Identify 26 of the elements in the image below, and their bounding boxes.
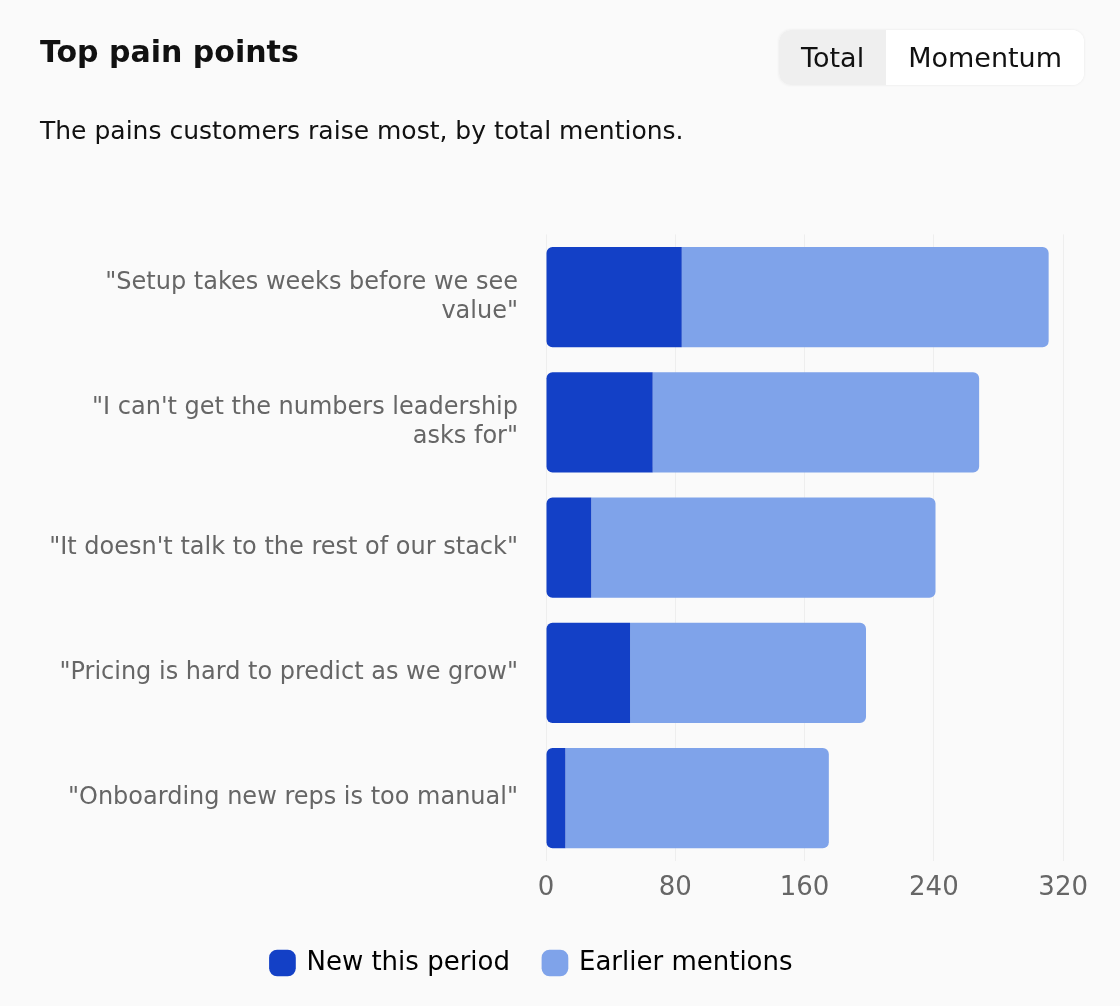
text: Total: [779, 30, 887, 85]
text: Momentum: [886, 30, 1084, 85]
bar: [681, 246, 1049, 348]
chart-subtitle: The pains customers raise most, by total mentions.: [40, 116, 684, 145]
bar: [565, 748, 829, 849]
y-tick-label: "I can't get the numbers leadership asks for": [92, 392, 518, 449]
legend-label: Earlier mentions: [578, 945, 793, 976]
bar: [546, 497, 592, 598]
bar: [546, 748, 566, 849]
y-tick-label: "Pricing is hard to predict as we grow": [59, 657, 518, 686]
x-tick-label: 320: [1038, 871, 1089, 902]
x-tick-label: 80: [658, 871, 692, 902]
y-tick-label: "Setup takes weeks before we see value": [105, 266, 518, 324]
bar: [546, 372, 653, 473]
bar: [630, 622, 867, 723]
bar: [652, 372, 980, 473]
x-tick-label: 240: [909, 871, 959, 902]
bar: [591, 497, 936, 598]
bar: [546, 246, 682, 348]
bar: [546, 622, 631, 723]
x-tick-label: 160: [779, 871, 830, 902]
text: Top pain points: [40, 34, 299, 69]
legend-label: New this period: [306, 945, 510, 976]
y-tick-label: "It doesn't talk to the rest of our stack": [49, 531, 518, 560]
x-tick-label: 0: [537, 871, 555, 902]
y-tick-label: "Onboarding new reps is too manual": [67, 782, 518, 811]
